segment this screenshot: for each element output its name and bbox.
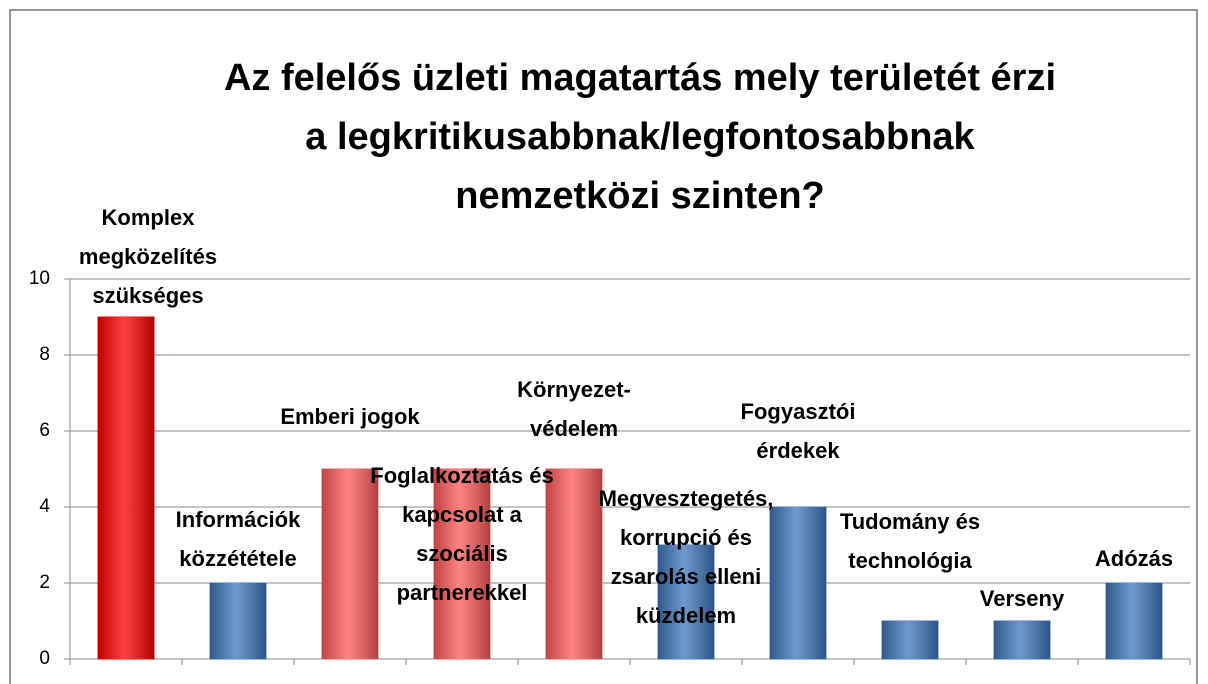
y-tick-label: 2	[39, 572, 50, 593]
y-tick-label: 10	[29, 268, 50, 289]
y-tick-label: 6	[39, 420, 50, 441]
bar-shade	[98, 317, 154, 659]
bar-shade	[210, 583, 266, 659]
chart-title: Az felelős üzleti magatartás mely terüle…	[224, 57, 1056, 99]
category-label: Információk	[176, 507, 301, 532]
category-label: korrupció és	[620, 525, 752, 550]
y-tick-label: 4	[39, 496, 50, 517]
category-label: szociális	[416, 541, 508, 566]
category-label: partnerekkel	[397, 580, 528, 605]
category-label: Komplex	[102, 205, 196, 230]
category-label: megközelítés	[79, 244, 217, 269]
category-label: küzdelem	[636, 603, 736, 628]
y-tick-label: 8	[39, 344, 50, 365]
category-label: Verseny	[980, 586, 1065, 611]
chart-title: nemzetközi szinten?	[455, 175, 825, 217]
category-label: Tudomány és	[840, 509, 980, 534]
category-label: Foglalkoztatás és	[370, 463, 553, 488]
category-label: technológia	[848, 548, 972, 573]
category-label: érdekek	[756, 438, 840, 463]
bar-shade	[434, 469, 490, 659]
category-label: Emberi jogok	[280, 404, 420, 429]
category-label: Megvesztegetés,	[599, 486, 774, 511]
category-label: közzététele	[179, 546, 296, 571]
bar-shade	[770, 507, 826, 659]
chart-title: a legkritikusabbnak/legfontosabbnak	[305, 116, 975, 158]
bar-shade	[882, 621, 938, 659]
chart-frame	[9, 9, 1198, 684]
bar-shade	[994, 621, 1050, 659]
category-label: Fogyasztói	[741, 399, 856, 424]
bar-shade	[546, 469, 602, 659]
category-label: Környezet-	[517, 377, 631, 402]
bar-shade	[322, 469, 378, 659]
category-label: védelem	[530, 416, 618, 441]
category-label: szükséges	[92, 283, 203, 308]
bar-shade	[658, 545, 714, 659]
category-label: Adózás	[1095, 546, 1173, 571]
category-label: zsarolás elleni	[611, 564, 761, 589]
bar-shade	[1106, 583, 1162, 659]
category-label: kapcsolat a	[402, 502, 523, 527]
y-tick-label: 0	[39, 648, 50, 669]
